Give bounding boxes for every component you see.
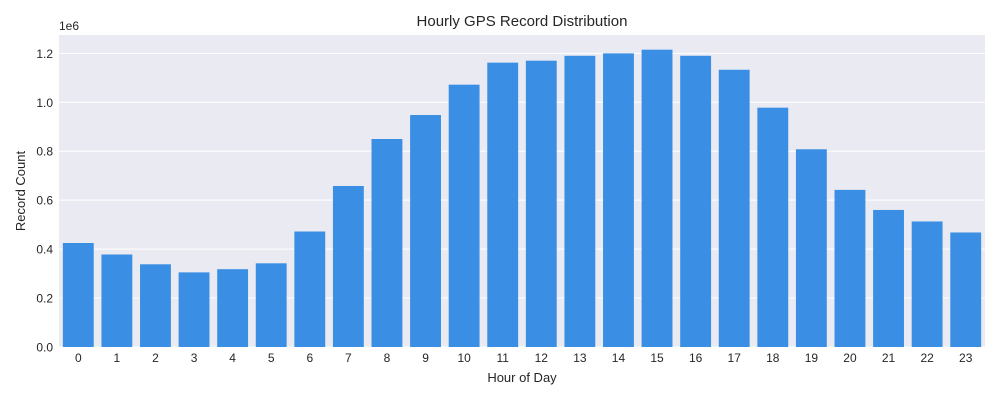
bar-hour-9 [410, 115, 441, 347]
bar-hour-16 [680, 55, 712, 348]
x-tick-label: 14 [612, 351, 626, 365]
bar-hour-11 [487, 62, 519, 347]
x-tick-label: 7 [345, 351, 352, 365]
x-axis-ticks: 0 1 2 3 4 5 6 7 8 9 10 11 12 13 14 15 16 17 18 19 20 21 22 23 [75, 351, 973, 365]
bar-hour-5 [255, 263, 287, 347]
bars [62, 49, 982, 348]
bar-hour-17 [718, 69, 750, 348]
plot-area [59, 35, 985, 347]
x-tick-label: 4 [229, 351, 236, 365]
bar-hour-4 [217, 269, 249, 347]
bar-hour-1 [101, 254, 133, 347]
bar-hour-18 [757, 107, 789, 348]
x-tick-label: 9 [422, 351, 429, 365]
x-tick-label: 5 [268, 351, 275, 365]
y-tick-label: 1.2 [36, 47, 53, 61]
x-tick-label: 12 [535, 351, 549, 365]
y-axis-label: Record Count [13, 151, 28, 232]
bar-hour-0 [62, 243, 94, 347]
bar-hour-6 [294, 231, 326, 347]
bar-hour-19 [795, 149, 827, 347]
bar-hour-14 [603, 53, 634, 348]
y-tick-label: 0.8 [36, 145, 53, 159]
x-tick-label: 13 [573, 351, 587, 365]
y-axis-ticks: 0.0 0.2 0.4 0.6 0.8 1.0 1.2 [36, 47, 53, 355]
bar-hour-21 [873, 209, 904, 347]
bar-hour-13 [564, 55, 596, 348]
x-tick-label: 0 [75, 351, 82, 365]
bar-hour-15 [641, 49, 673, 348]
x-tick-label: 15 [650, 351, 664, 365]
x-tick-label: 3 [191, 351, 198, 365]
x-tick-label: 11 [496, 351, 509, 365]
x-tick-label: 22 [920, 351, 934, 365]
y-tick-label: 1.0 [36, 96, 53, 110]
bar-hour-22 [911, 221, 943, 347]
y-tick-label: 0.0 [36, 341, 53, 355]
x-tick-label: 20 [843, 351, 857, 365]
x-tick-label: 21 [882, 351, 896, 365]
y-tick-label: 0.6 [36, 194, 53, 208]
x-tick-label: 6 [306, 351, 313, 365]
bar-hour-23 [950, 232, 982, 347]
bar-hour-3 [178, 272, 210, 347]
x-tick-label: 18 [766, 351, 780, 365]
x-tick-label: 16 [689, 351, 703, 365]
x-tick-label: 8 [384, 351, 391, 365]
bar-hour-8 [371, 139, 403, 347]
y-tick-label: 0.4 [36, 243, 53, 257]
bar-hour-10 [448, 84, 480, 347]
x-tick-label: 23 [959, 351, 973, 365]
bar-hour-20 [834, 189, 866, 347]
bar-hour-7 [332, 185, 364, 347]
x-tick-label: 10 [457, 351, 471, 365]
bar-hour-12 [525, 60, 557, 347]
x-tick-label: 19 [805, 351, 819, 365]
chart-title: Hourly GPS Record Distribution [417, 13, 628, 30]
grid-lines [59, 52, 985, 348]
y-tick-label: 0.2 [36, 292, 53, 306]
bar-hour-2 [140, 264, 171, 347]
x-tick-label: 2 [152, 351, 159, 365]
y-axis-multiplier: 1e6 [59, 19, 79, 33]
x-tick-label: 1 [114, 351, 121, 365]
x-tick-label: 17 [728, 351, 742, 365]
x-axis-label: Hour of Day [487, 370, 557, 385]
